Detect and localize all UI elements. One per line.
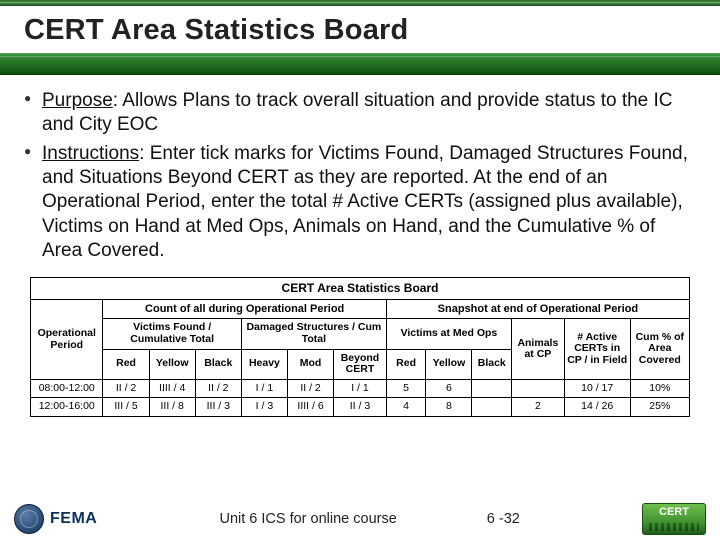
cell: I / 3	[241, 398, 287, 417]
group-victims-medops: Victims at Med Ops	[386, 319, 511, 349]
table-row: Operational Period Count of all during O…	[31, 300, 690, 319]
bullet-label: Purpose	[42, 90, 113, 111]
col-medops-yellow: Yellow	[426, 349, 472, 379]
cell-period: 08:00-12:00	[31, 379, 103, 398]
cell: IIII / 6	[287, 398, 333, 417]
cell: IIII / 4	[149, 379, 195, 398]
fema-logo: FEMA	[50, 510, 97, 528]
statistics-table: CERT Area Statistics Board Operational P…	[30, 277, 690, 417]
cell: II / 2	[287, 379, 333, 398]
col-victims-black: Black	[195, 349, 241, 379]
cell: III / 8	[149, 398, 195, 417]
title-underline-band	[0, 53, 720, 75]
cell	[512, 379, 565, 398]
section-count-header: Count of all during Operational Period	[103, 300, 386, 319]
cell: II / 2	[103, 379, 149, 398]
table-row: 12:00-16:00 III / 5 III / 8 III / 3 I / …	[31, 398, 690, 417]
col-victims-yellow: Yellow	[149, 349, 195, 379]
bullet-text: : Allows Plans to track overall situatio…	[42, 90, 673, 135]
cell: 14 / 26	[564, 398, 630, 417]
cell: 25%	[630, 398, 689, 417]
col-active-certs: # Active CERTs in CP / in Field	[564, 319, 630, 379]
col-cum-pct: Cum % of Area Covered	[630, 319, 689, 379]
table-row: Victims Found / Cumulative Total Damaged…	[31, 319, 690, 349]
section-snapshot-header: Snapshot at end of Operational Period	[386, 300, 689, 319]
cell: 10%	[630, 379, 689, 398]
slide: CERT Area Statistics Board Purpose: Allo…	[0, 0, 720, 540]
dhs-seal-icon	[14, 504, 44, 534]
bullet-label: Instructions	[42, 143, 139, 164]
col-medops-red: Red	[386, 349, 426, 379]
col-victims-red: Red	[103, 349, 149, 379]
cert-logo: CERT	[642, 503, 706, 535]
cell: II / 3	[334, 398, 387, 417]
footer-unit-text: Unit 6 ICS for online course	[219, 511, 396, 527]
cell	[472, 398, 512, 417]
footer: FEMA Unit 6 ICS for online course 6 -32 …	[0, 498, 720, 540]
slide-title: CERT Area Statistics Board	[24, 14, 696, 47]
bullet-instructions: Instructions: Enter tick marks for Victi…	[24, 142, 696, 264]
cell: 6	[426, 379, 472, 398]
cell: I / 1	[241, 379, 287, 398]
col-damaged-heavy: Heavy	[241, 349, 287, 379]
group-victims-found: Victims Found / Cumulative Total	[103, 319, 241, 349]
bullet-list: Purpose: Allows Plans to track overall s…	[24, 89, 696, 263]
col-medops-black: Black	[472, 349, 512, 379]
cell-period: 12:00-16:00	[31, 398, 103, 417]
cell: I / 1	[334, 379, 387, 398]
cell: 8	[426, 398, 472, 417]
col-damaged-beyond: Beyond CERT	[334, 349, 387, 379]
table-title: CERT Area Statistics Board	[31, 278, 690, 300]
cell	[472, 379, 512, 398]
cell: 5	[386, 379, 426, 398]
cell: III / 3	[195, 398, 241, 417]
title-row: CERT Area Statistics Board	[0, 6, 720, 49]
footer-page-number: 6 -32	[487, 511, 520, 527]
bullet-text: : Enter tick marks for Victims Found, Da…	[42, 143, 688, 261]
table-row: CERT Area Statistics Board	[31, 278, 690, 300]
table-row: 08:00-12:00 II / 2 IIII / 4 II / 2 I / 1…	[31, 379, 690, 398]
top-accent-bar	[0, 0, 720, 6]
col-operational-period: Operational Period	[31, 300, 103, 379]
col-animals-cp: Animals at CP	[512, 319, 565, 379]
bullet-purpose: Purpose: Allows Plans to track overall s…	[24, 89, 696, 138]
cell: 2	[512, 398, 565, 417]
col-damaged-mod: Mod	[287, 349, 333, 379]
cell: 4	[386, 398, 426, 417]
group-damaged-structures: Damaged Structures / Cum Total	[241, 319, 386, 349]
cell: III / 5	[103, 398, 149, 417]
body-area: Purpose: Allows Plans to track overall s…	[0, 75, 720, 540]
statistics-table-wrap: CERT Area Statistics Board Operational P…	[30, 277, 690, 417]
cell: 10 / 17	[564, 379, 630, 398]
cell: II / 2	[195, 379, 241, 398]
footer-center: Unit 6 ICS for online course 6 -32	[97, 511, 642, 527]
